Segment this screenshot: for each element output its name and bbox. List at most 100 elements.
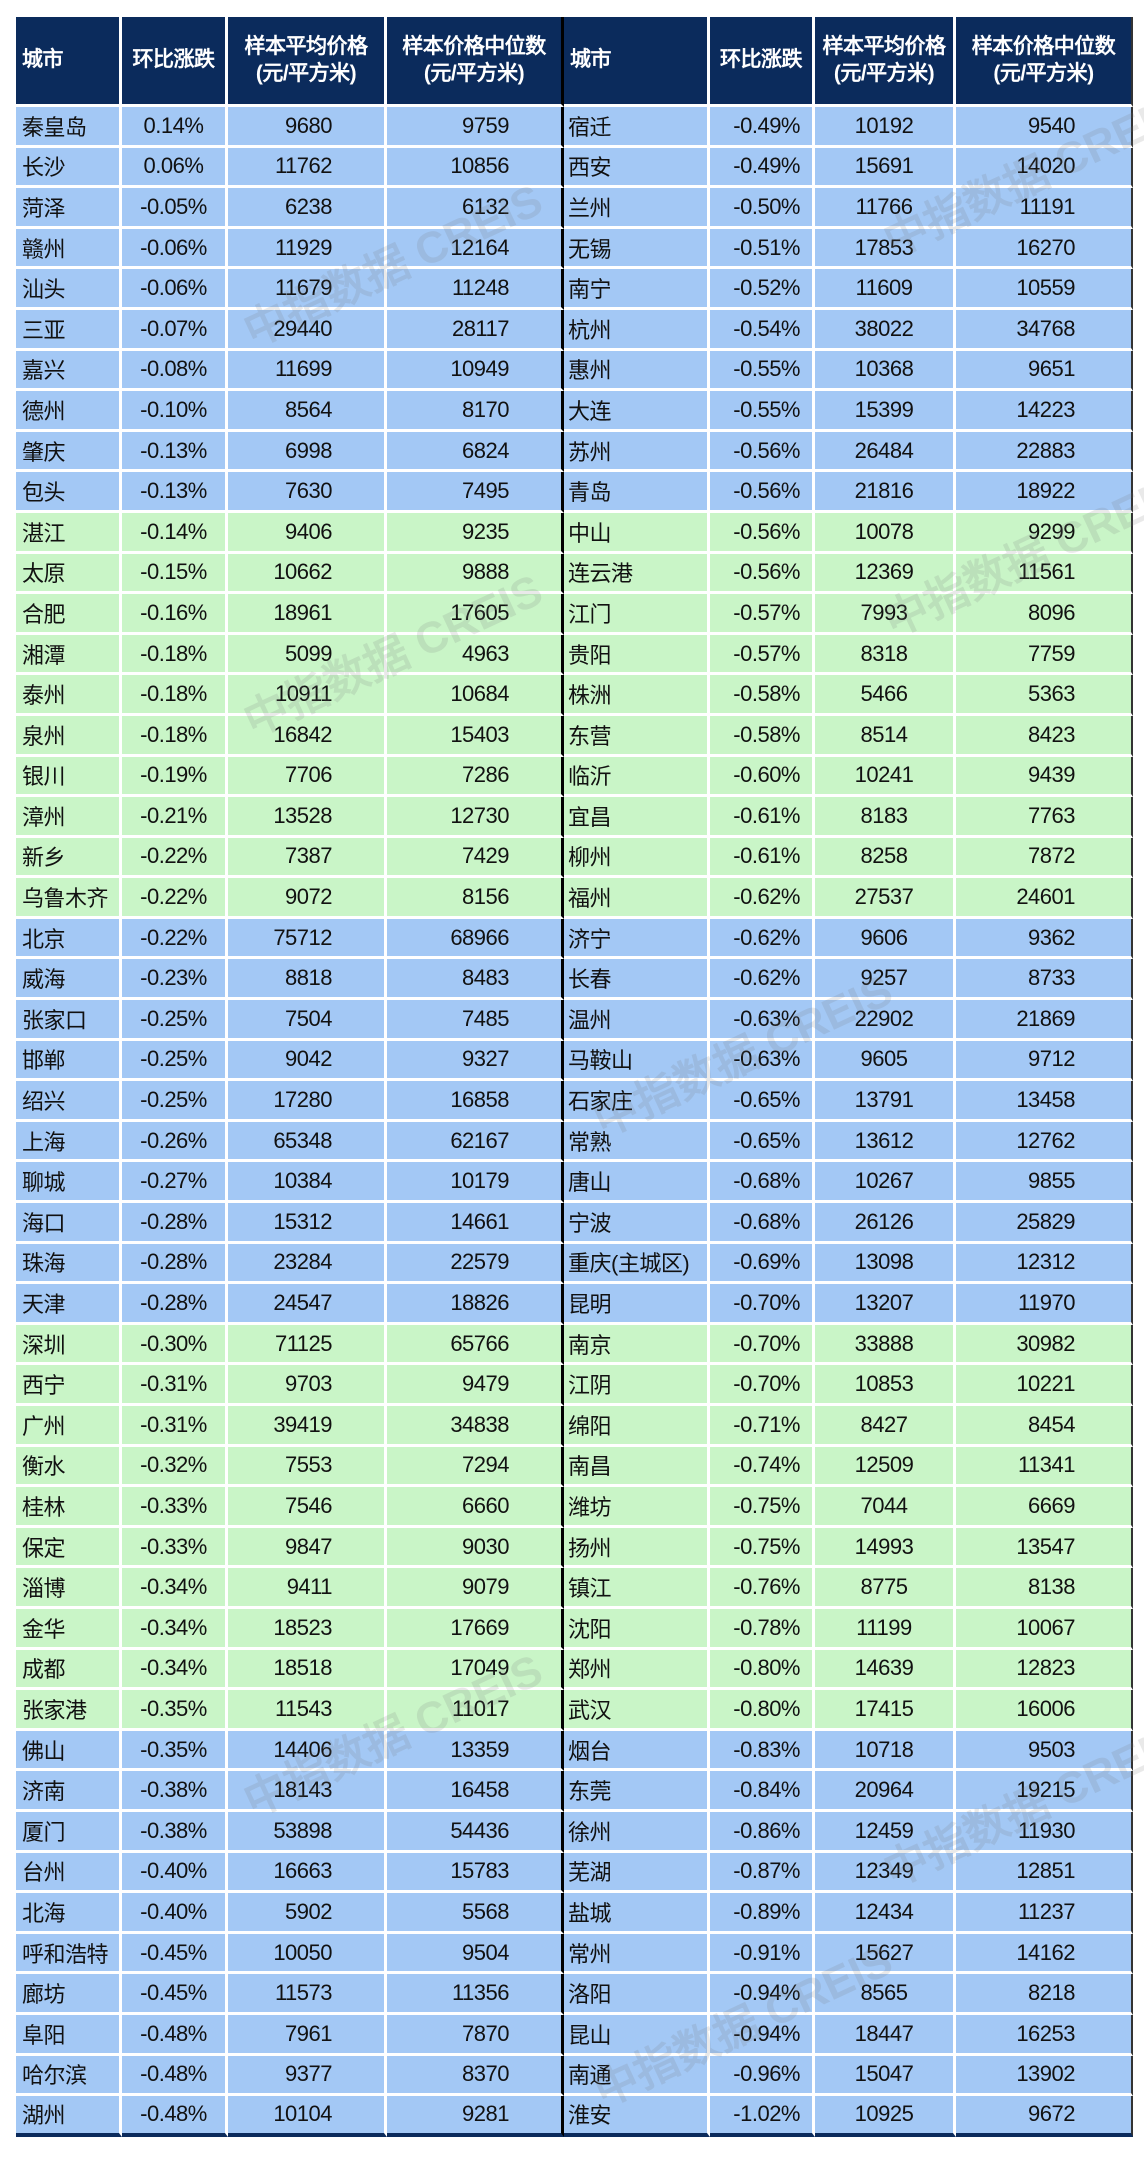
table-row: 威海 -0.23% 8818 8483 长春 -0.62% 9257 8733: [16, 959, 1133, 1001]
left-city-cell: 济南: [16, 1771, 122, 1812]
right-median-price-cell: 9439: [956, 756, 1133, 798]
left-change-cell: -0.31%: [122, 1406, 228, 1447]
left-avg-price-cell: 9072: [228, 878, 387, 919]
table-row: 淄博 -0.34% 9411 9079 镇江 -0.76% 8775 8138: [16, 1568, 1133, 1609]
left-avg-price-cell: 53898: [228, 1811, 387, 1853]
table-row: 合肥 -0.16% 18961 17605 江门 -0.57% 7993 8096: [16, 594, 1133, 635]
table-row: 深圳 -0.30% 71125 65766 南京 -0.70% 33888 30982: [16, 1324, 1133, 1366]
right-median-price-cell: 8454: [956, 1406, 1133, 1447]
left-change-cell: -0.14%: [122, 512, 228, 554]
right-median-price-cell: 9672: [956, 2096, 1133, 2137]
left-avg-price-cell: 14406: [228, 1730, 387, 1772]
left-change-cell: -0.30%: [122, 1324, 228, 1366]
left-city-cell: 深圳: [16, 1324, 122, 1366]
table-row: 肇庆 -0.13% 6998 6824 苏州 -0.56% 26484 22883: [16, 431, 1133, 473]
left-change-cell: -0.48%: [122, 2055, 228, 2097]
left-median-price-cell: 12164: [387, 228, 564, 270]
left-median-price-cell: 9281: [387, 2096, 564, 2137]
left-city-cell: 北海: [16, 1893, 122, 1934]
right-avg-price-cell: 10925: [815, 2096, 956, 2137]
right-city-cell: 连云港: [564, 553, 710, 595]
left-avg-price-cell: 11762: [228, 147, 387, 189]
right-city-cell: 常熟: [564, 1121, 710, 1163]
city-price-table: 城市 环比涨跌 样本平均价格 (元/平方米) 样本价格中位数 (元/平方米) 城市 …: [16, 17, 1133, 2137]
right-change-cell: -0.56%: [710, 472, 815, 513]
left-median-price-cell: 9327: [387, 1040, 564, 1082]
left-city-cell: 泉州: [16, 715, 122, 757]
left-median-price-cell: 16858: [387, 1081, 564, 1122]
table-row: 张家港 -0.35% 11543 11017 武汉 -0.80% 17415 16006: [16, 1690, 1133, 1731]
right-change-cell: -0.96%: [710, 2055, 815, 2097]
right-change-cell: -0.91%: [710, 1933, 815, 1975]
right-change-cell: -0.57%: [710, 634, 815, 676]
table-row: 金华 -0.34% 18523 17669 沈阳 -0.78% 11199 10067: [16, 1608, 1133, 1650]
table-row: 绍兴 -0.25% 17280 16858 石家庄 -0.65% 13791 13458: [16, 1081, 1133, 1122]
left-change-cell: -0.18%: [122, 634, 228, 676]
left-avg-price-cell: 11679: [228, 269, 387, 310]
left-avg-price-cell: 18523: [228, 1608, 387, 1650]
header-change-right: 环比涨跌: [710, 17, 815, 107]
left-median-price-cell: 7429: [387, 837, 564, 879]
right-change-cell: -0.61%: [710, 837, 815, 879]
left-city-cell: 银川: [16, 756, 122, 798]
left-change-cell: -0.10%: [122, 391, 228, 432]
right-median-price-cell: 9855: [956, 1162, 1133, 1204]
left-city-cell: 哈尔滨: [16, 2055, 122, 2097]
right-change-cell: -0.62%: [710, 878, 815, 919]
table-row: 德州 -0.10% 8564 8170 大连 -0.55% 15399 14223: [16, 391, 1133, 432]
left-avg-price-cell: 7630: [228, 472, 387, 513]
left-median-price-cell: 9759: [387, 107, 564, 148]
table-row: 上海 -0.26% 65348 62167 常熟 -0.65% 13612 12762: [16, 1121, 1133, 1163]
right-city-cell: 苏州: [564, 431, 710, 473]
right-change-cell: -0.87%: [710, 1852, 815, 1894]
right-avg-price-cell: 33888: [815, 1324, 956, 1366]
table-row: 银川 -0.19% 7706 7286 临沂 -0.60% 10241 9439: [16, 756, 1133, 798]
left-city-cell: 上海: [16, 1121, 122, 1163]
table-row: 廊坊 -0.45% 11573 11356 洛阳 -0.94% 8565 8218: [16, 1974, 1133, 2015]
table-row: 汕头 -0.06% 11679 11248 南宁 -0.52% 11609 10559: [16, 269, 1133, 310]
left-median-price-cell: 68966: [387, 918, 564, 960]
left-change-cell: -0.48%: [122, 2014, 228, 2056]
left-city-cell: 湘潭: [16, 634, 122, 676]
right-avg-price-cell: 10241: [815, 756, 956, 798]
left-city-cell: 聊城: [16, 1162, 122, 1204]
left-median-price-cell: 7294: [387, 1446, 564, 1488]
right-city-cell: 临沂: [564, 756, 710, 798]
header-median-price: 样本价格中位数 (元/平方米): [387, 17, 564, 107]
right-median-price-cell: 13458: [956, 1081, 1133, 1122]
left-change-cell: -0.33%: [122, 1487, 228, 1528]
left-median-price-cell: 11356: [387, 1974, 564, 2015]
left-avg-price-cell: 75712: [228, 918, 387, 960]
left-median-price-cell: 9235: [387, 512, 564, 554]
right-median-price-cell: 9651: [956, 350, 1133, 392]
left-median-price-cell: 14661: [387, 1203, 564, 1244]
right-city-cell: 中山: [564, 512, 710, 554]
left-city-cell: 汕头: [16, 269, 122, 310]
right-avg-price-cell: 10267: [815, 1162, 956, 1204]
left-avg-price-cell: 13528: [228, 797, 387, 838]
left-change-cell: -0.27%: [122, 1162, 228, 1204]
header-change: 环比涨跌: [122, 17, 228, 107]
right-median-price-cell: 12762: [956, 1121, 1133, 1163]
left-city-cell: 厦门: [16, 1811, 122, 1853]
right-change-cell: -0.62%: [710, 918, 815, 960]
table-row: 漳州 -0.21% 13528 12730 宜昌 -0.61% 8183 7763: [16, 797, 1133, 838]
header-city-right: 城市: [564, 17, 710, 107]
left-avg-price-cell: 18961: [228, 594, 387, 635]
right-avg-price-cell: 22902: [815, 1000, 956, 1041]
table-row: 秦皇岛 0.14% 9680 9759 宿迁 -0.49% 10192 9540: [16, 107, 1133, 148]
right-median-price-cell: 8138: [956, 1568, 1133, 1609]
left-avg-price-cell: 29440: [228, 309, 387, 351]
left-change-cell: -0.32%: [122, 1446, 228, 1488]
left-change-cell: -0.38%: [122, 1771, 228, 1812]
left-city-cell: 成都: [16, 1649, 122, 1691]
left-median-price-cell: 17605: [387, 594, 564, 635]
right-city-cell: 洛阳: [564, 1974, 710, 2015]
left-avg-price-cell: 11573: [228, 1974, 387, 2015]
right-city-cell: 宁波: [564, 1203, 710, 1244]
left-city-cell: 金华: [16, 1608, 122, 1650]
right-median-price-cell: 13547: [956, 1527, 1133, 1569]
right-change-cell: -0.55%: [710, 391, 815, 432]
left-change-cell: -0.22%: [122, 918, 228, 960]
right-city-cell: 东营: [564, 715, 710, 757]
